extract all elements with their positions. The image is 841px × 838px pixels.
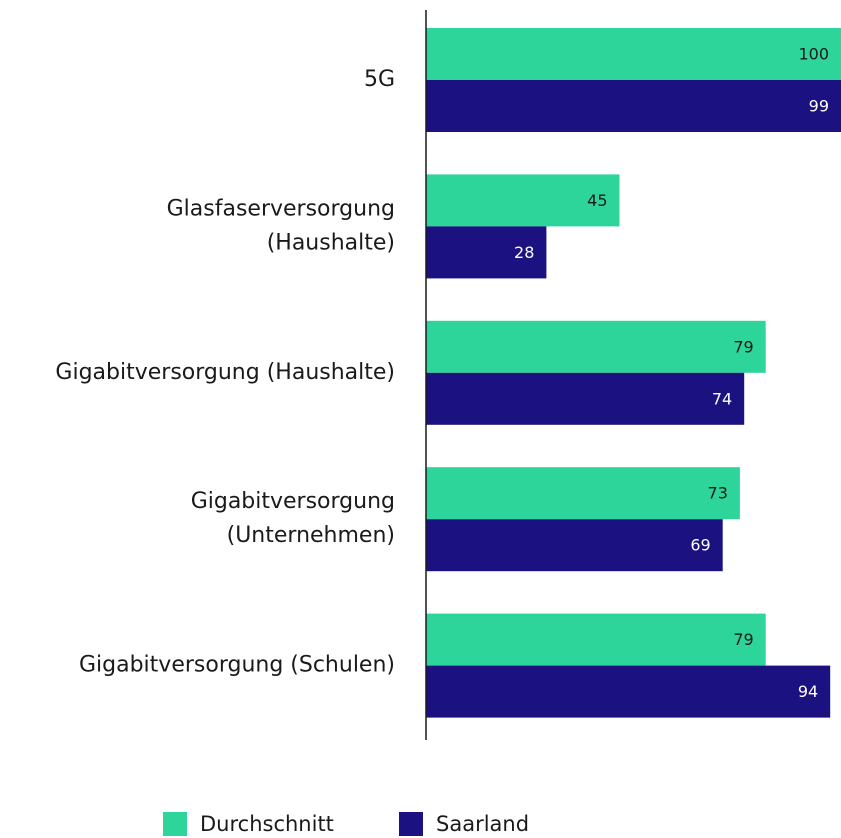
- value-label: 74: [712, 389, 732, 408]
- value-label: 79: [733, 337, 753, 356]
- legend-label: Saarland: [436, 812, 529, 836]
- bar: [426, 613, 766, 666]
- value-label: 69: [690, 536, 710, 555]
- category-label: Gigabitversorgung (Haushalte): [55, 360, 395, 385]
- category-line: Gigabitversorgung (Schulen): [79, 653, 395, 678]
- category-line: 5G: [364, 67, 395, 92]
- bar: [426, 467, 740, 520]
- value-label: 100: [798, 45, 829, 64]
- bar: [426, 519, 723, 572]
- bar: [426, 28, 841, 80]
- value-label: 79: [733, 630, 753, 649]
- value-label: 28: [514, 243, 534, 262]
- legend-label: Durchschnitt: [200, 812, 334, 836]
- value-label: 45: [587, 191, 607, 210]
- category-label: Gigabitversorgung (Unternehmen): [191, 489, 395, 548]
- bar: [426, 372, 745, 425]
- bar: [426, 174, 620, 227]
- value-label: 94: [798, 682, 818, 701]
- category-line: Glasfaserversorgung: [167, 196, 395, 221]
- category-line: Gigabitversorgung: [191, 489, 395, 514]
- bar: [426, 320, 766, 373]
- legend-swatch: [399, 812, 423, 836]
- category-line: (Unternehmen): [227, 523, 395, 548]
- value-label: 99: [809, 97, 829, 116]
- category-line: Gigabitversorgung (Haushalte): [55, 360, 395, 385]
- value-label: 73: [708, 484, 728, 503]
- bar: [426, 665, 831, 718]
- bar: [426, 226, 547, 279]
- category-label: Glasfaserversorgung (Haushalte): [167, 196, 395, 255]
- category-label: Gigabitversorgung (Schulen): [79, 653, 395, 678]
- category-line: (Haushalte): [267, 230, 395, 255]
- legend-swatch: [163, 812, 187, 836]
- bar: [426, 80, 841, 132]
- category-label: 5G: [364, 67, 395, 92]
